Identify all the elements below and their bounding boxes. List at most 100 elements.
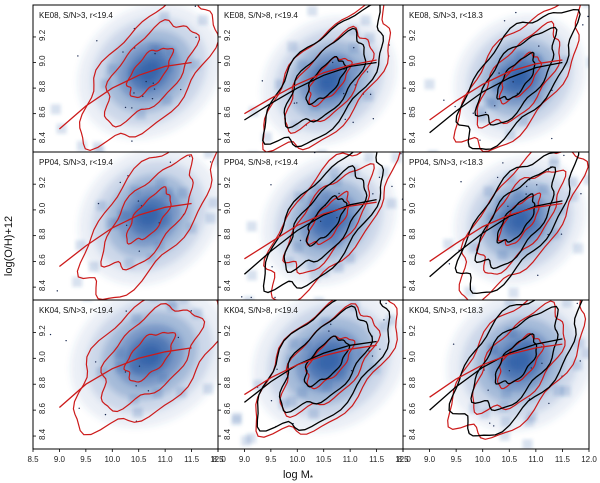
density-cell [124,258,135,269]
density-cell [287,355,298,366]
x-tick-label: 12.0 [210,455,226,464]
density-cell [518,115,529,126]
y-tick-label: 8.4 [38,132,47,144]
red-fit-line [429,343,563,398]
y-tick-label: 8.4 [223,428,232,440]
density-cell [364,32,375,43]
data-point [336,216,338,219]
data-point [579,360,581,362]
density-cell [390,261,400,271]
red-fit-line [244,59,377,115]
data-point [352,121,354,124]
density-cell [186,288,196,298]
panel-title: KK04, S/N>3, r<19.4 [39,306,113,315]
contour [305,55,348,106]
density-cell [344,215,355,226]
density-cell [335,370,346,381]
data-point [452,343,455,345]
x-tick-label: 11.0 [343,455,359,464]
y-tick-label: 9.0 [38,55,47,67]
data-point [138,365,141,367]
data-point [96,40,98,42]
data-point [525,185,528,188]
density-cell [476,112,487,123]
density-cell [287,41,298,52]
y-tick-label: 8.4 [408,132,417,144]
y-tick-label: 8.6 [223,402,232,414]
density-cell [379,166,390,177]
y-tick-label: 8.8 [38,377,47,389]
density-cell [532,94,543,105]
contour [475,169,567,275]
density-cell [550,229,561,240]
contour [262,5,384,148]
data-point [154,52,156,55]
data-point [153,88,156,90]
panel: KE08, S/N>8, r<19.4 8.4 8.6 8.8 9.0 9.2 [217,4,404,156]
data-point [541,362,543,364]
data-point [77,55,79,57]
density-cell [146,253,157,264]
density-cell [320,317,331,328]
density-cell [483,186,494,197]
density-cell [364,152,375,163]
density-cell [522,439,533,449]
density-cell [322,82,333,93]
density-cell [214,155,218,166]
density-cell [331,236,342,247]
red-fit-line [58,347,192,408]
density-cell [72,276,83,287]
density-cell [132,407,143,418]
y-tick-label: 9.0 [223,351,232,363]
density-cell [468,242,479,253]
data-point [251,155,252,156]
density-cell [161,215,172,226]
contour [278,305,374,414]
data-point [369,93,372,96]
density-cell [586,57,589,68]
y-tick-label: 9.2 [408,29,417,41]
data-point [463,282,464,283]
red-fit-line [59,202,192,268]
density-cell [464,286,475,297]
contour [476,20,561,129]
density-cell [248,106,259,117]
contour [458,152,589,300]
density [454,156,586,285]
density-cell [358,348,369,359]
data-point [212,294,213,295]
density-cell [253,379,264,390]
contour [474,26,558,126]
data-point [498,72,500,74]
y-tick-label: 8.8 [223,377,232,389]
red-fit-line [244,201,377,260]
density-cell [309,100,320,111]
data-point [576,302,578,305]
contour [498,51,543,105]
density-cell [208,197,218,208]
density-cell [428,214,438,224]
y-tick-label: 8.4 [408,428,417,440]
data-point [460,181,462,183]
data-point [180,88,182,91]
density-cell [289,338,300,349]
panel-title: PP04, S/N>8, r<19.4 [224,158,298,167]
density-cell [261,132,272,143]
panel: KE08, S/N>3, r<19.4 8.4 8.6 8.8 9.0 9.2 [32,4,219,153]
density-cell [349,300,360,311]
density-cell [161,94,172,105]
y-tick-label: 8.4 [38,279,47,291]
x-tick-label: 10.0 [104,455,120,464]
density-cell [106,218,117,229]
data-point [271,266,273,268]
data-point [399,108,400,109]
data-point [270,400,273,402]
density-cell [130,363,141,374]
density-cell [203,152,214,159]
contour [494,333,538,385]
data-point [537,274,539,277]
data-point [167,139,168,140]
density-cell [319,189,330,200]
data-point [213,129,214,130]
data-point [507,205,509,208]
